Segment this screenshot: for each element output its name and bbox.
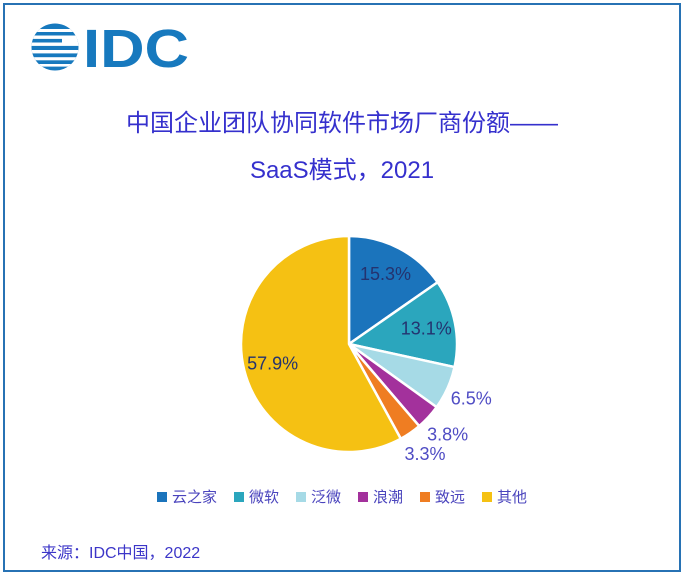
legend-item-云之家: 云之家 — [156, 486, 217, 507]
legend-item-微软: 微软 — [233, 486, 279, 507]
source-note: 来源：IDC中国，2022 — [41, 545, 201, 562]
legend-item-浪潮: 浪潮 — [358, 486, 403, 507]
pie-chart: 15.3% 13.1% 6.5% 3.8%3.3% 57.9% — [239, 234, 492, 464]
pie-label-浪潮: 3.8% — [427, 425, 468, 445]
legend-item-其他: 其他 — [482, 486, 527, 507]
pie-label-致远: 3.3% — [404, 444, 445, 464]
pie-slice-其他 — [239, 234, 403, 454]
legend-swatch — [358, 491, 368, 502]
legend-label: 致远 — [435, 489, 466, 506]
globe-icon — [31, 23, 79, 71]
legend-swatch — [233, 491, 244, 502]
chart-title-block: 中国企业团队协同软件市场厂商份额—— SaaS模式，2021 — [5, 108, 679, 187]
legend-item-泛微: 泛微 — [295, 486, 341, 507]
pie-label-微软: 13.1% — [401, 319, 452, 339]
chart-title: 中国企业团队协同软件市场厂商份额—— — [126, 110, 558, 137]
idc-logo: IDC — [31, 19, 211, 79]
legend-label: 浪潮 — [373, 489, 404, 506]
pie-label-泛微: 6.5% — [451, 389, 492, 409]
legend-label: 云之家 — [171, 489, 217, 506]
legend-swatch — [156, 491, 167, 502]
pie-slice-微软 — [347, 281, 459, 369]
legend-swatch — [420, 491, 431, 502]
idc-logo-text: IDC — [83, 21, 189, 75]
pie-label-其他: 57.9% — [247, 354, 298, 374]
legend-swatch — [295, 491, 306, 502]
pie-label-云之家: 15.3% — [360, 264, 411, 284]
chart-subtitle: SaaS模式，2021 — [249, 157, 435, 184]
legend-item-致远: 致远 — [420, 486, 465, 507]
report-card: IDC 中国企业团队协同软件市场厂商份额—— SaaS模式，2021 15.3%… — [3, 3, 681, 572]
legend-label: 微软 — [248, 489, 279, 506]
pie-slice-云之家 — [347, 234, 439, 346]
legend-swatch — [482, 491, 493, 502]
legend-label: 其他 — [497, 489, 528, 506]
idc-logo-graphic: IDC — [31, 19, 189, 79]
chart-legend: 云之家 微软 泛微 浪潮 致远 其他 — [5, 486, 679, 507]
legend-label: 泛微 — [310, 489, 341, 506]
